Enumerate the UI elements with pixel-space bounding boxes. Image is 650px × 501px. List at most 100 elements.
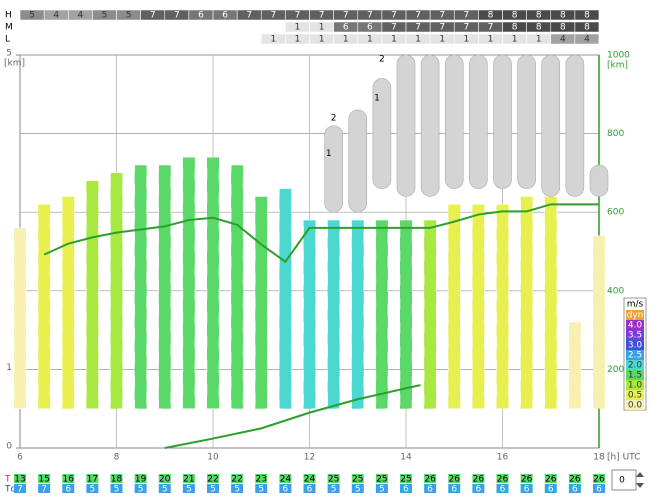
t-cell [110, 474, 123, 483]
row-label: H [5, 11, 12, 21]
cloud-cell-label: 7 [488, 23, 494, 33]
x-tick-label: 10 [207, 453, 219, 463]
t-cell [593, 474, 605, 483]
td-cell [38, 484, 51, 493]
td-cell [400, 484, 412, 493]
td-value: 7 [41, 485, 47, 495]
td-value: 5 [234, 485, 240, 495]
t-value: 20 [159, 475, 171, 485]
t-cell [231, 474, 244, 483]
thermal-bar [592, 235, 606, 409]
td-value: 5 [138, 485, 144, 495]
t-value: 25 [376, 475, 387, 485]
t-value: 24 [280, 475, 292, 485]
td-value: 6 [427, 485, 433, 495]
t-cell [375, 474, 388, 483]
t-value: 26 [545, 475, 557, 485]
t-value: 25 [328, 475, 339, 485]
cloud-cell-label: 1 [463, 35, 469, 45]
td-cell [351, 484, 364, 493]
td-cell [327, 484, 340, 493]
t-value: 24 [304, 475, 316, 485]
td-value: 6 [307, 485, 313, 495]
td-label: Td [4, 485, 16, 495]
cloud-cell-label: 7 [415, 23, 421, 33]
td-value: 5 [186, 485, 192, 495]
y-tick-label: 1 [6, 363, 12, 373]
cloud-cell-label: 7 [174, 11, 180, 21]
cloud [444, 54, 464, 189]
thermal-bar [86, 180, 99, 409]
legend-title: m/s [627, 300, 644, 310]
t-value: 26 [424, 475, 436, 485]
legend-swatch [626, 320, 644, 330]
cloud-cell-label: 1 [270, 35, 276, 45]
td-value: 5 [210, 485, 216, 495]
t-cell [448, 474, 461, 483]
t-cell [38, 474, 51, 483]
thermal-bar [327, 219, 340, 409]
t-value: 26 [521, 475, 533, 485]
t-cell [568, 474, 581, 483]
cloud [469, 54, 488, 189]
cloud-cell-label: 1 [343, 35, 349, 45]
thermal-bar [496, 204, 509, 409]
x-tick-label: 8 [114, 453, 120, 463]
cloud [493, 54, 512, 189]
thermal-bar [110, 172, 123, 409]
cloud [517, 54, 536, 189]
cloud-cell-label: 8 [584, 23, 590, 33]
td-cell [255, 484, 268, 493]
cloud-cell-label: 8 [536, 23, 542, 33]
td-value: 6 [572, 485, 578, 495]
legend-swatch [626, 350, 644, 360]
cloud-cell-label: 1 [367, 35, 373, 45]
cloud [420, 54, 440, 197]
td-value: 6 [548, 485, 554, 495]
cloud-cell-label: 4 [53, 11, 59, 21]
t-cell [158, 474, 171, 483]
cloud-cell-label: 1 [295, 23, 301, 33]
cloud-cell-label: 8 [560, 23, 566, 33]
cloud-cell-label: 6 [343, 23, 349, 33]
cloud-cell-label: 6 [222, 11, 228, 21]
spinner[interactable] [611, 469, 637, 491]
td-cell [110, 484, 123, 493]
t-cell [255, 474, 268, 483]
spinner-arrows[interactable] [636, 472, 644, 488]
thermal-bar [182, 156, 196, 409]
legend-label: dyn [627, 311, 644, 321]
td-value: 6 [403, 485, 409, 495]
td-value: 5 [355, 485, 361, 495]
cloud-cell-label: 4 [560, 35, 566, 45]
cloud-cell-label: 1 [319, 35, 325, 45]
td-value: 6 [476, 485, 482, 495]
td-value: 5 [90, 485, 96, 495]
x-tick-label: 16 [497, 453, 509, 463]
row-label: L [5, 35, 10, 45]
t-value: 17 [87, 475, 98, 485]
td-cell [182, 484, 195, 493]
cloud [541, 54, 561, 197]
cloud-cell-label: 8 [536, 11, 542, 21]
t-value: 18 [111, 475, 123, 485]
legend-swatch [626, 390, 644, 400]
cloud-cell-label: 7 [270, 11, 276, 21]
x-tick-label: 6 [17, 453, 23, 463]
t-cell [520, 474, 533, 483]
t-cell [400, 474, 412, 483]
td-cell [375, 484, 388, 493]
annotation: 1 [374, 94, 380, 104]
td-cell [231, 484, 244, 493]
spinner-value[interactable]: 0 [619, 476, 625, 486]
cloud [589, 164, 609, 197]
cloud-cell-label: 7 [391, 11, 397, 21]
t-value: 22 [207, 475, 218, 485]
td-value: 6 [65, 485, 71, 495]
x-axis-label: [h] UTC [607, 453, 640, 463]
cloud-cell-label: 7 [246, 11, 252, 21]
y-tick-label: 5 [6, 49, 12, 59]
thermal-bar [520, 196, 533, 409]
cloud [324, 125, 343, 213]
td-value: 5 [379, 485, 385, 495]
